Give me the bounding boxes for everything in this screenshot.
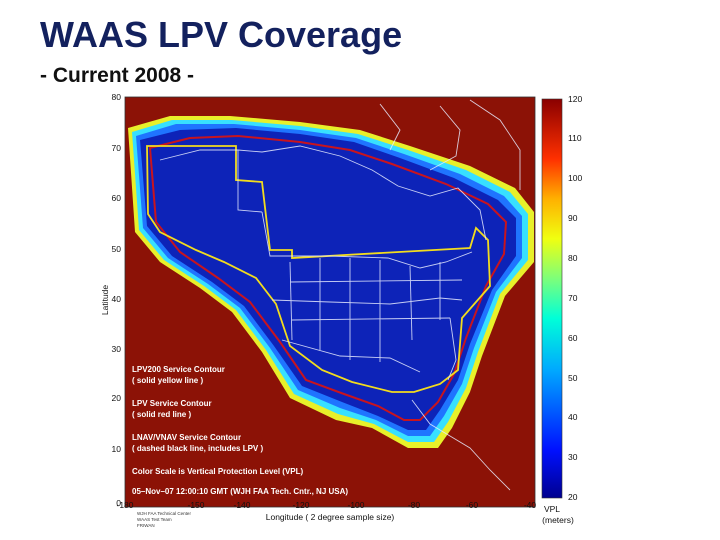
x-tick: -120 [292,500,309,510]
y-tick: 60 [112,193,122,203]
y-tick: 70 [112,143,122,153]
legend-line: 05–Nov–07 12:00:10 GMT (WJH FAA Tech. Cn… [132,487,348,496]
colorbar-label: (meters) [542,515,574,525]
x-tick: -60 [466,500,479,510]
colorbar-tick: 70 [568,293,578,303]
colorbar-tick: 50 [568,373,578,383]
legend-line: ( solid yellow line ) [132,376,203,385]
legend-line: Color Scale is Vertical Protection Level… [132,467,304,476]
y-axis: 80 70 60 50 40 30 20 10 0 Latitude [100,92,121,508]
x-tick: -40 [524,500,537,510]
colorbar-label: VPL [544,504,560,514]
colorbar-tick: 20 [568,492,578,502]
x-tick: -100 [347,500,364,510]
colorbar-tick: 120 [568,94,582,104]
colorbar-tick: 80 [568,253,578,263]
x-axis: -180 -150 -140 -120 -100 -80 -60 -40 Lon… [116,500,536,522]
colorbar: 120 110 100 90 80 70 60 50 40 30 20 VPL … [541,94,582,525]
x-tick: -140 [233,500,250,510]
y-tick: 50 [112,244,122,254]
y-tick: 80 [112,92,122,102]
y-axis-label: Latitude [100,285,110,316]
map-legend: LPV200 Service Contour ( solid yellow li… [132,365,348,496]
legend-line: ( solid red line ) [132,410,191,419]
colorbar-tick: 110 [568,133,582,143]
footer-line: WAAS Test Team [137,517,172,522]
footer-line: WJH FAA Technical Center [137,511,191,516]
x-tick: -150 [187,500,204,510]
x-axis-label: Longitude ( 2 degree sample size) [266,512,395,522]
x-tick: -180 [116,500,133,510]
legend-line: LPV Service Contour [132,399,212,408]
footer-line: FRIWAN [137,523,155,528]
map-plot: LPV200 Service Contour ( solid yellow li… [125,97,535,507]
colorbar-tick: 40 [568,412,578,422]
legend-line: LPV200 Service Contour [132,365,225,374]
slide-title: WAAS LPV Coverage [40,14,403,55]
colorbar-tick: 90 [568,213,578,223]
plot-frame [124,96,536,508]
y-tick: 40 [112,294,122,304]
x-tick: -80 [408,500,421,510]
y-tick: 30 [112,344,122,354]
legend-line: ( dashed black line, includes LPV ) [132,444,263,453]
coverage-core [140,128,516,430]
colorbar-tick: 30 [568,452,578,462]
y-tick: 0 [116,498,121,508]
colorbar-gradient [541,98,563,499]
legend-line: LNAV/VNAV Service Contour [132,433,241,442]
y-tick: 10 [112,444,122,454]
colorbar-tick: 60 [568,333,578,343]
y-tick: 20 [112,393,122,403]
country-borders [159,99,521,491]
slide-subtitle: - Current 2008 - [40,64,195,87]
colorbar-tick: 100 [568,173,582,183]
footer-note: WJH FAA Technical Center WAAS Test Team … [137,511,191,528]
